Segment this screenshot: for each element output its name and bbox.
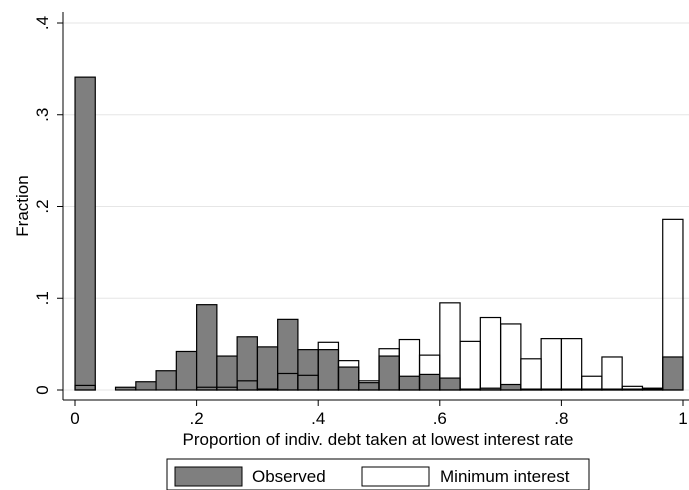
x-axis-ticks: 0 .2 .4 .6 .8 1: [70, 400, 688, 428]
bar-observed: [418, 373, 441, 391]
x-axis-title: Proportion of indiv. debt taken at lowes…: [183, 430, 574, 449]
bar-observed: [196, 304, 218, 391]
bar-observed: [114, 386, 137, 391]
x-tick-label: 0: [70, 409, 79, 428]
y-tick-label: .1: [33, 291, 52, 305]
legend-label-observed: Observed: [252, 467, 326, 486]
bar-observed: [216, 355, 238, 391]
bar-observed: [277, 318, 299, 391]
bar-observed: [337, 366, 360, 391]
x-tick-label: .4: [311, 409, 325, 428]
bar-observed: [74, 76, 96, 391]
observed-bars: [74, 76, 684, 391]
bar-minimum-interest: [500, 323, 522, 391]
legend-swatch-minimum-interest: [361, 466, 430, 487]
bar-observed: [500, 383, 522, 391]
y-tick-label: .4: [33, 16, 52, 30]
bar-observed: [135, 381, 157, 391]
bar-observed: [155, 370, 177, 391]
bar-minimum-interest: [601, 356, 623, 391]
bar-observed: [256, 346, 279, 391]
y-axis-ticks: 0 .1 .2 .3 .4: [33, 16, 63, 395]
bar-observed: [175, 350, 198, 391]
bar-observed: [398, 375, 421, 391]
bar-observed: [662, 356, 684, 391]
bar-minimum-interest: [74, 384, 96, 391]
bar-observed: [358, 382, 380, 391]
x-tick-label: 1: [678, 409, 687, 428]
y-axis-title: Fraction: [13, 175, 32, 236]
bar-minimum-interest: [236, 380, 258, 391]
x-tick-label: .6: [433, 409, 447, 428]
legend-label-minimum-interest: Minimum interest: [440, 467, 570, 486]
bar-observed: [297, 349, 319, 391]
minimum-interest-bars: [74, 218, 684, 391]
bar-minimum-interest: [662, 218, 684, 391]
bar-minimum-interest: [337, 360, 360, 391]
bar-minimum-interest: [560, 338, 583, 391]
legend: Observed Minimum interest: [166, 458, 590, 490]
legend-swatch-observed: [174, 466, 243, 487]
y-tick-label: .2: [33, 199, 52, 213]
x-tick-label: .2: [190, 409, 204, 428]
x-tick-label: .8: [554, 409, 568, 428]
bar-observed: [439, 377, 461, 391]
bar-observed: [236, 336, 258, 391]
bar-minimum-interest: [256, 388, 279, 391]
bar-observed: [378, 355, 400, 391]
y-tick-label: 0: [33, 385, 52, 394]
bar-observed: [317, 349, 340, 391]
y-tick-label: .3: [33, 108, 52, 122]
